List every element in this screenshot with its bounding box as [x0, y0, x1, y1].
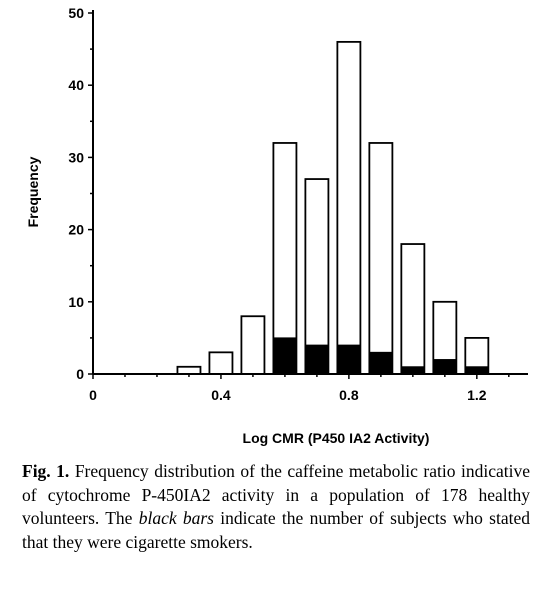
y-tick-label-5: 50 [68, 5, 84, 21]
x-tick-label-1: 0.4 [211, 387, 231, 403]
y-axis-title: Frequency [25, 156, 41, 227]
histogram-chart: 0 10 20 30 40 50 0 0.4 0.8 1.2 Log CMR (P450 IA2 … [25, 5, 528, 446]
bar-smoker-7 [400, 366, 425, 375]
bar-smoker-3 [272, 337, 297, 375]
bar-smoker-9 [464, 366, 489, 375]
y-tick-label-4: 40 [68, 77, 84, 93]
bar-smoker-4 [304, 344, 329, 375]
caption-text-1: Frequency distribution of the caffeine m… [22, 461, 530, 529]
y-tick-label-0: 0 [76, 366, 84, 382]
y-tick-label-2: 20 [68, 222, 84, 238]
y-tick-label-3: 30 [68, 149, 84, 165]
x-tick-label-0: 0 [89, 387, 97, 403]
bar-total-2 [240, 315, 266, 375]
bar-total-5 [336, 40, 362, 375]
bar-smoker-6 [368, 351, 393, 375]
bar-total-6 [368, 142, 394, 375]
axes-group: 0 10 20 30 40 50 0 0.4 0.8 1.2 [68, 5, 528, 403]
caption-text-2: indicate the number of subjects who stat… [22, 508, 530, 552]
x-axis-title: Log CMR (P450 IA2 Activity) [243, 430, 430, 446]
x-tick-label-3: 1.2 [467, 387, 487, 403]
caption-label: Fig. 1. [22, 461, 70, 481]
figure-caption: Fig. 1. Frequency distribution of the ca… [22, 460, 530, 554]
bar-smoker-8 [432, 359, 457, 375]
x-tick-label-2: 0.8 [339, 387, 359, 403]
bar-total-1 [208, 351, 234, 375]
bar-total-7 [400, 243, 426, 375]
caption-emphasis: black bars [138, 508, 214, 529]
y-tick-label-1: 10 [68, 294, 84, 310]
bar-total-0 [176, 365, 202, 375]
bars-group [176, 40, 490, 375]
bar-smoker-5 [336, 344, 361, 375]
